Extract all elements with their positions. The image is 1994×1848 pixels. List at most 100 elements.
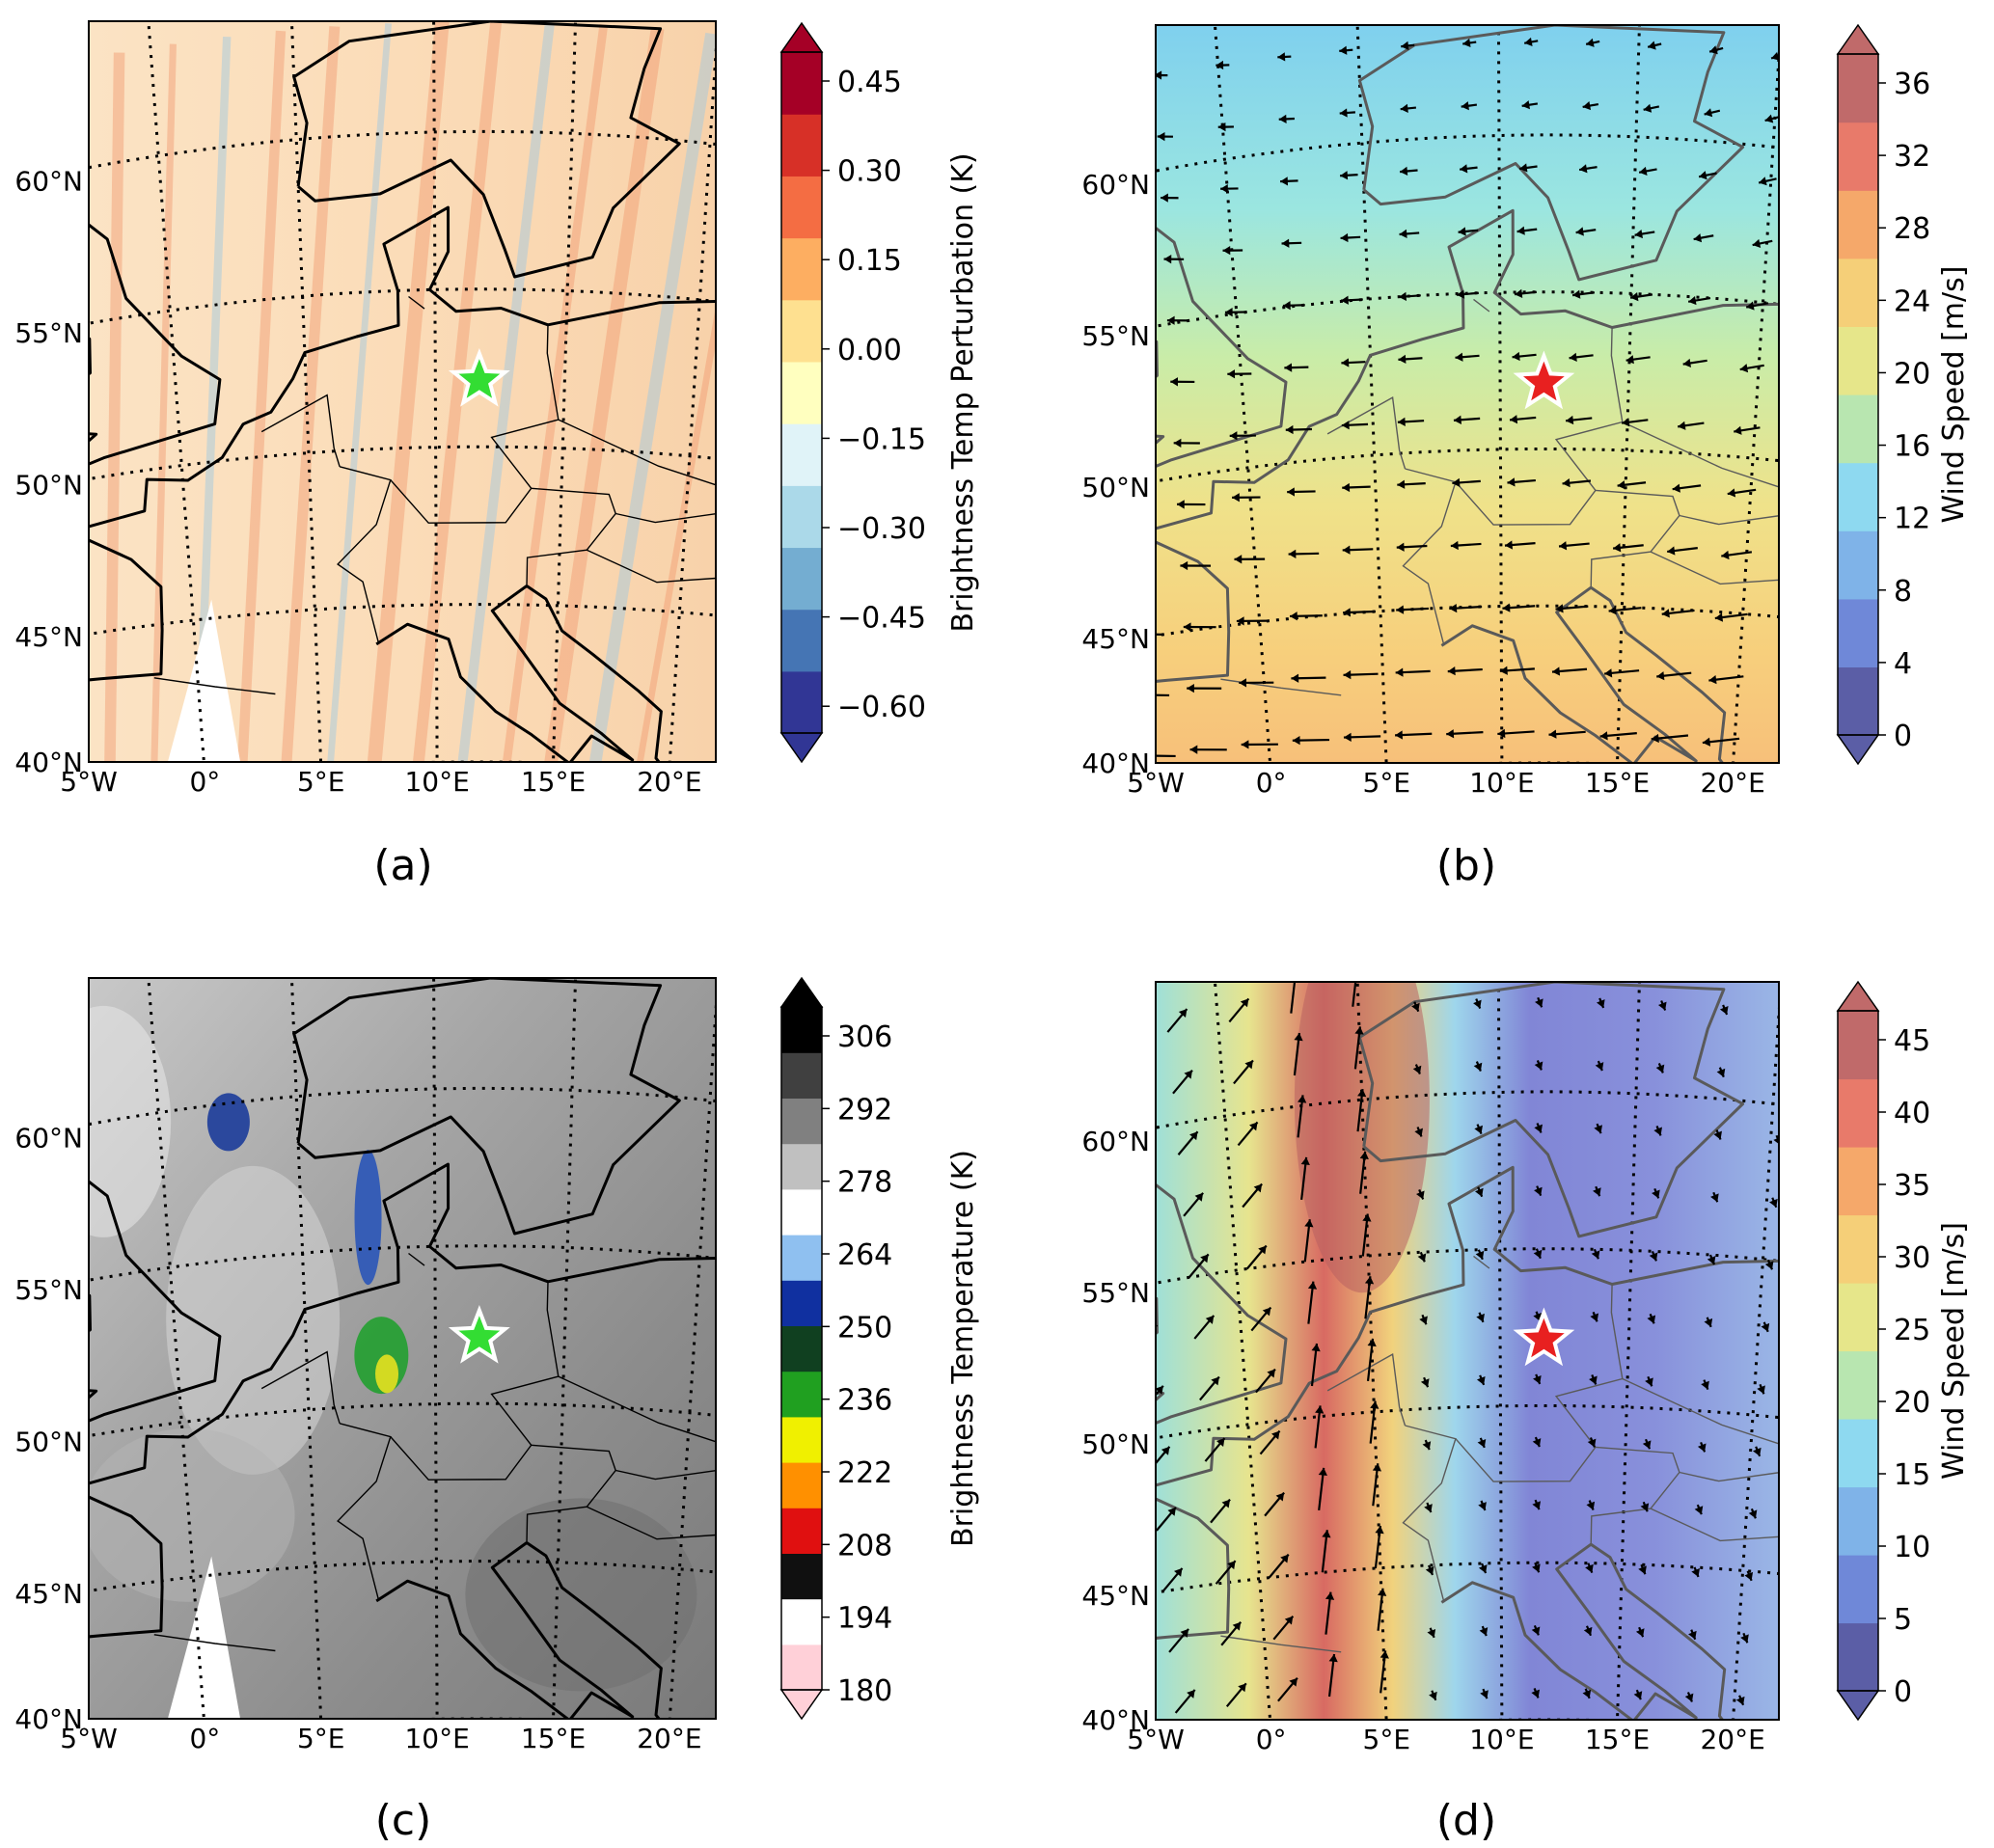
lon-tick-label: 5°W	[1127, 767, 1185, 799]
wind-arrow-head	[1531, 1626, 1541, 1636]
wind-arrow-head	[1267, 1369, 1275, 1378]
colorbar-tick-label: 0.45	[837, 66, 902, 99]
wind-arrow-head	[1241, 740, 1249, 749]
wind-arrow-head	[1216, 1438, 1225, 1447]
meridian-line	[1496, 25, 1504, 763]
wind-arrow-head	[1734, 425, 1742, 435]
wind-arrow-head	[1161, 1446, 1170, 1455]
wind-arrow-head	[1291, 971, 1299, 979]
colorbar-tick-label: 236	[837, 1384, 892, 1418]
site-marker-star	[1513, 1307, 1575, 1367]
wind-arrow-head	[1291, 673, 1299, 683]
panel-b: 60°N 55°N 50°N 45°N 40°N5°W 0° 5°E 10°E 15°E 20°E…	[1081, 23, 1971, 890]
wind-arrow-head	[1236, 616, 1244, 626]
colorbar-tick-label: 264	[837, 1238, 892, 1272]
colorbar-tick-label: 306	[837, 1020, 892, 1054]
colorbar-segment	[1838, 462, 1878, 531]
map-frame	[88, 977, 717, 1720]
wind-arrow-head	[1583, 1626, 1593, 1636]
wind-arrow-head	[1533, 1375, 1542, 1384]
map-area	[89, 978, 716, 1719]
wind-arrow-head	[1174, 1567, 1183, 1577]
colorbar-tick-label: 10	[1894, 1531, 1930, 1564]
lat-tick-label: 55°N	[14, 1274, 83, 1306]
wind-arrow-head	[1178, 1009, 1188, 1018]
wind-arrow-head	[1340, 171, 1349, 180]
wind-arrow-head	[1292, 735, 1300, 746]
wind-arrow-head	[1166, 315, 1175, 325]
wind-arrow-head	[1744, 1571, 1754, 1581]
wind-arrow-head	[1589, 1375, 1598, 1385]
wind-arrow-head	[1716, 1068, 1726, 1077]
no-data-wedge	[167, 1556, 241, 1719]
wind-arrow-head	[1533, 1249, 1543, 1259]
wind-arrow-head	[1232, 493, 1240, 503]
wind-arrow-head	[1184, 1070, 1192, 1079]
wind-arrow-head	[1551, 666, 1561, 676]
wind-arrow-head	[1134, 691, 1142, 699]
wind-arrow-head	[1395, 667, 1404, 677]
wind-arrow-head	[1253, 1183, 1263, 1193]
wind-arrow-head	[1189, 745, 1198, 754]
coastline	[1156, 1182, 1288, 1426]
map-frame	[1155, 24, 1780, 764]
wind-arrow-head	[1372, 1463, 1382, 1472]
wind-arrow-head	[1280, 177, 1289, 186]
wind-arrow-head	[1478, 1502, 1487, 1510]
lat-tick-label: 45°N	[14, 621, 83, 653]
lat-tick-label: 45°N	[14, 1578, 83, 1610]
perturbation-band	[544, 27, 665, 762]
wind-arrow-head	[1704, 1318, 1713, 1327]
wind-arrow-head	[1473, 1062, 1483, 1072]
wind-arrow-head	[1311, 1344, 1321, 1352]
wind-arrow-head	[1752, 238, 1762, 249]
wind-arrow-head	[1699, 171, 1707, 180]
coastline	[1590, 1542, 1727, 1720]
parallel-line	[89, 1560, 716, 1592]
wind-arrow-head	[1399, 229, 1407, 239]
colorbar: 306 292 278 264 250 236 222 208 194 180 Brightness…	[779, 976, 980, 1721]
wind-arrow-head	[1221, 1499, 1231, 1508]
wind-arrow-head	[1515, 288, 1523, 298]
wind-arrow-head	[1284, 363, 1293, 372]
perturbation-band	[367, 21, 450, 762]
wind-arrow-head	[1575, 227, 1584, 236]
lat-tick-label: 60°N	[14, 166, 83, 198]
colorbar-segment	[781, 1280, 822, 1326]
colorbar-outline	[1837, 1010, 1879, 1692]
colorbar: 45 40 35 30 25 20 15 10 5 0 Wind Speed [m/s]	[1836, 980, 1971, 1722]
wind-arrow	[1156, 693, 1170, 697]
wind-arrow-head	[1328, 1654, 1338, 1663]
country-border	[1622, 1377, 1779, 1445]
wind-arrow-head	[1412, 1065, 1422, 1074]
wind-arrow-head	[1572, 289, 1581, 299]
panel-a: 60°N 55°N 50°N 45°N 40°N5°W 0° 5°E 10°E 15°E 20°E…	[4, 20, 980, 890]
country-border	[1650, 551, 1779, 585]
colorbar-tick-label: 208	[837, 1529, 892, 1563]
wind-arrow-head	[1416, 1190, 1425, 1200]
wind-arrow-head	[1452, 477, 1461, 488]
coastline	[89, 1162, 716, 1639]
wind-arrow-head	[1297, 1095, 1307, 1103]
wind-arrow-head	[1532, 1563, 1541, 1573]
wind-arrow-head	[1455, 352, 1463, 362]
wind-arrow-head	[1375, 1526, 1384, 1535]
wind-arrow-head	[1262, 1307, 1271, 1317]
colorbar-tick-label: 25	[1894, 1314, 1930, 1347]
colorbar-segment	[781, 1052, 822, 1099]
wind-arrow-head	[1586, 38, 1595, 47]
wind-arrow-head	[1761, 1322, 1770, 1332]
wind-arrow-head	[1284, 1616, 1294, 1625]
coastline	[89, 205, 716, 682]
wind-arrow-head	[1548, 729, 1557, 739]
wind-arrow-head	[1167, 1507, 1176, 1516]
wind-arrow-head	[1707, 1256, 1716, 1265]
colorbar-segment	[781, 299, 822, 363]
wind-arrow-head	[1462, 38, 1471, 48]
meridian-line	[4, 29, 96, 850]
wind-arrow-head	[1579, 164, 1588, 174]
country-border	[408, 1252, 425, 1266]
colorbar-segment	[781, 485, 822, 549]
wind-arrow-head	[1457, 289, 1465, 299]
lat-tick-label: 60°N	[1081, 1126, 1150, 1157]
